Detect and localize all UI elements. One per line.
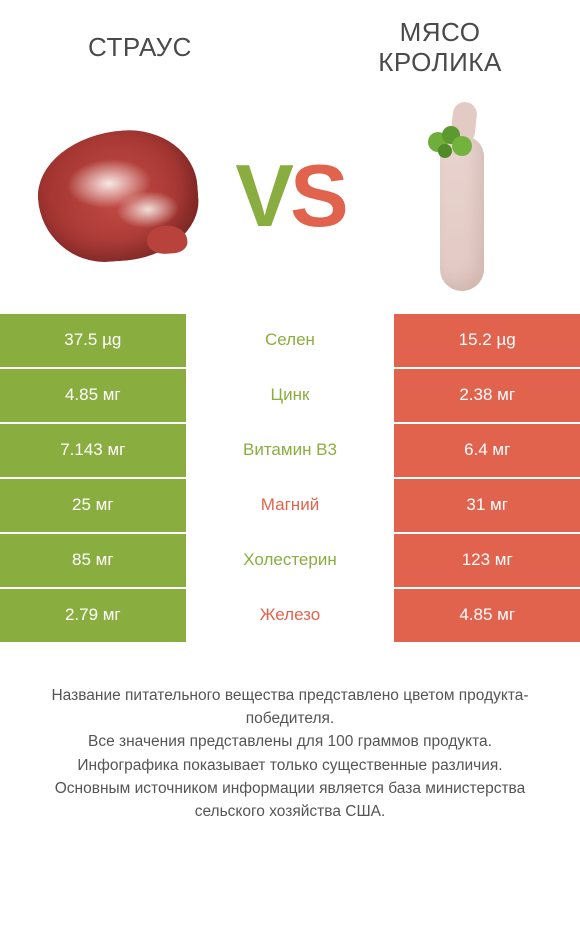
vs-s: S — [290, 146, 345, 245]
nutrient-label: Холестерин — [186, 534, 395, 587]
table-row: 7.143 мгВитамин B36.4 мг — [0, 424, 580, 479]
right-value: 31 мг — [394, 479, 580, 532]
left-value: 25 мг — [0, 479, 186, 532]
left-title: СТРАУС — [40, 33, 240, 63]
nutrient-label: Железо — [186, 589, 395, 642]
lettuce-icon — [426, 126, 474, 162]
vs-v: V — [235, 146, 290, 245]
left-value: 4.85 мг — [0, 369, 186, 422]
images-row: VS — [0, 88, 580, 314]
footer-line: Инфографика показывает только существенн… — [26, 754, 554, 777]
table-row: 4.85 мгЦинк2.38 мг — [0, 369, 580, 424]
right-value: 123 мг — [394, 534, 580, 587]
comparison-table: 37.5 µgСелен15.2 µg4.85 мгЦинк2.38 мг7.1… — [0, 314, 580, 644]
nutrient-label: Магний — [186, 479, 395, 532]
left-value: 2.79 мг — [0, 589, 186, 642]
table-row: 85 мгХолестерин123 мг — [0, 534, 580, 589]
rabbit-illustration — [432, 96, 492, 296]
vs-label: VS — [235, 152, 344, 240]
header: СТРАУС МЯСО КРОЛИКА — [0, 0, 580, 88]
nutrient-label: Селен — [186, 314, 395, 367]
footer-line: Все значения представлены для 100 граммо… — [26, 730, 554, 753]
left-image — [28, 96, 208, 296]
table-row: 37.5 µgСелен15.2 µg — [0, 314, 580, 369]
footer-line: Название питательного вещества представл… — [26, 684, 554, 731]
footer-note: Название питательного вещества представл… — [0, 644, 580, 824]
left-value: 7.143 мг — [0, 424, 186, 477]
nutrient-label: Витамин B3 — [186, 424, 395, 477]
steak-illustration — [34, 125, 203, 266]
nutrient-label: Цинк — [186, 369, 395, 422]
left-value: 37.5 µg — [0, 314, 186, 367]
right-value: 2.38 мг — [394, 369, 580, 422]
table-row: 25 мгМагний31 мг — [0, 479, 580, 534]
right-value: 6.4 мг — [394, 424, 580, 477]
table-row: 2.79 мгЖелезо4.85 мг — [0, 589, 580, 644]
right-title: МЯСО КРОЛИКА — [340, 18, 540, 78]
right-value: 15.2 µg — [394, 314, 580, 367]
left-value: 85 мг — [0, 534, 186, 587]
right-image — [372, 96, 552, 296]
right-value: 4.85 мг — [394, 589, 580, 642]
footer-line: Основным источником информации является … — [26, 777, 554, 824]
